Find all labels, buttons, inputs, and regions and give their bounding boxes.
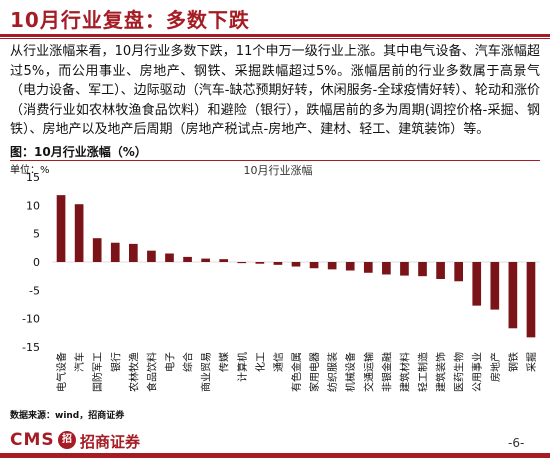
x-tick-label: 银行 (109, 352, 122, 372)
footer-bar (0, 453, 550, 458)
x-tick-label: 轻工制造 (417, 352, 430, 392)
x-tick-label: 有色金属 (290, 352, 303, 392)
x-axis-labels: 电气设备 汽车 国防军工 银行 农林牧渔 食品饮料 电子 综合 商业贸易 传媒 计算机 化工 通信 有色金… (55, 352, 538, 392)
bar-21 (436, 262, 445, 279)
bar-19 (400, 262, 409, 276)
x-tick-label: 化工 (254, 352, 267, 372)
x-tick-label: 电子 (163, 352, 176, 372)
bar-17 (363, 262, 373, 273)
bar-2 (92, 238, 102, 262)
x-tick-label: 房地产 (489, 352, 502, 382)
x-tick-label: 公用事业 (471, 352, 484, 392)
bar-25 (508, 262, 518, 329)
logo-abbr: CMS (10, 430, 55, 450)
bars (56, 195, 536, 338)
unit-label: 单位：% (10, 163, 50, 176)
y-tick-label: 15 (26, 171, 40, 184)
x-tick-label: 计算机 (236, 352, 249, 382)
bar-14 (309, 262, 319, 269)
bar-9 (219, 259, 229, 262)
x-tick-label: 建筑装饰 (435, 352, 448, 392)
bar-8 (201, 258, 210, 262)
page-number: -6- (508, 436, 525, 450)
title-divider-thin (0, 38, 550, 39)
x-tick-label: 交通运输 (362, 352, 375, 392)
bar-23 (472, 262, 482, 306)
x-tick-label: 医药生物 (453, 352, 466, 392)
y-tick-label: 0 (33, 256, 40, 269)
figure-label: 图：10月行业涨幅（%） (10, 145, 147, 159)
y-tick-label: 5 (33, 228, 40, 241)
figure-divider (10, 160, 540, 161)
x-tick-label: 采掘 (525, 352, 538, 372)
x-tick-label: 国防军工 (91, 352, 104, 392)
bar-11 (255, 262, 265, 264)
data-source: 数据来源：wind，招商证券 (10, 411, 125, 421)
bar-16 (345, 262, 355, 271)
chart-title: 10月行业涨幅 (244, 164, 313, 177)
bar-12 (273, 262, 283, 265)
title-bar: 10月行业复盘：多数下跌 (0, 0, 550, 36)
bar-7 (183, 256, 192, 262)
bar-24 (490, 262, 500, 310)
y-tick-label: -5 (29, 284, 40, 297)
x-tick-label: 家用电器 (308, 352, 321, 392)
bar-10 (237, 262, 247, 264)
x-tick-label: 纺织服装 (326, 352, 339, 392)
bar-4 (128, 243, 138, 262)
y-tick-label: 10 (26, 199, 40, 212)
x-tick-label: 通信 (273, 352, 285, 372)
x-tick-label: 汽车 (73, 352, 86, 372)
x-tick-label: 食品饮料 (145, 352, 158, 392)
bar-3 (110, 242, 120, 262)
bar-22 (454, 262, 464, 282)
y-tick-label: -10 (22, 313, 40, 326)
x-tick-label: 综合 (182, 352, 195, 372)
title-divider (0, 34, 550, 37)
logo-name: 招商证券 (80, 433, 141, 451)
bar-0 (56, 195, 66, 262)
bar-5 (147, 250, 156, 262)
x-tick-label: 机械设备 (344, 352, 357, 392)
x-tick-label: 传媒 (219, 352, 231, 372)
bar-1 (74, 204, 84, 262)
x-tick-label: 钢铁 (507, 352, 520, 372)
bar-26 (526, 262, 536, 338)
y-tick-label: -15 (22, 341, 40, 354)
x-tick-label: 农林牧渔 (127, 352, 140, 392)
bar-6 (165, 253, 174, 262)
x-tick-label: 建筑材料 (398, 352, 411, 392)
bar-20 (418, 262, 427, 277)
bar-18 (382, 262, 391, 275)
x-tick-label: 电气设备 (55, 352, 68, 392)
logo-mark-icon: 招 (58, 431, 76, 449)
page-title: 10月行业复盘：多数下跌 (10, 8, 250, 32)
summary-paragraph: 从行业涨幅来看，10月行业多数下跌，11个申万一级行业上涨。其中电气设备、汽车涨… (10, 44, 540, 137)
bar-13 (291, 262, 301, 267)
bar-15 (327, 262, 337, 270)
x-tick-label: 非银金融 (380, 352, 393, 392)
x-tick-label: 商业贸易 (200, 352, 213, 392)
